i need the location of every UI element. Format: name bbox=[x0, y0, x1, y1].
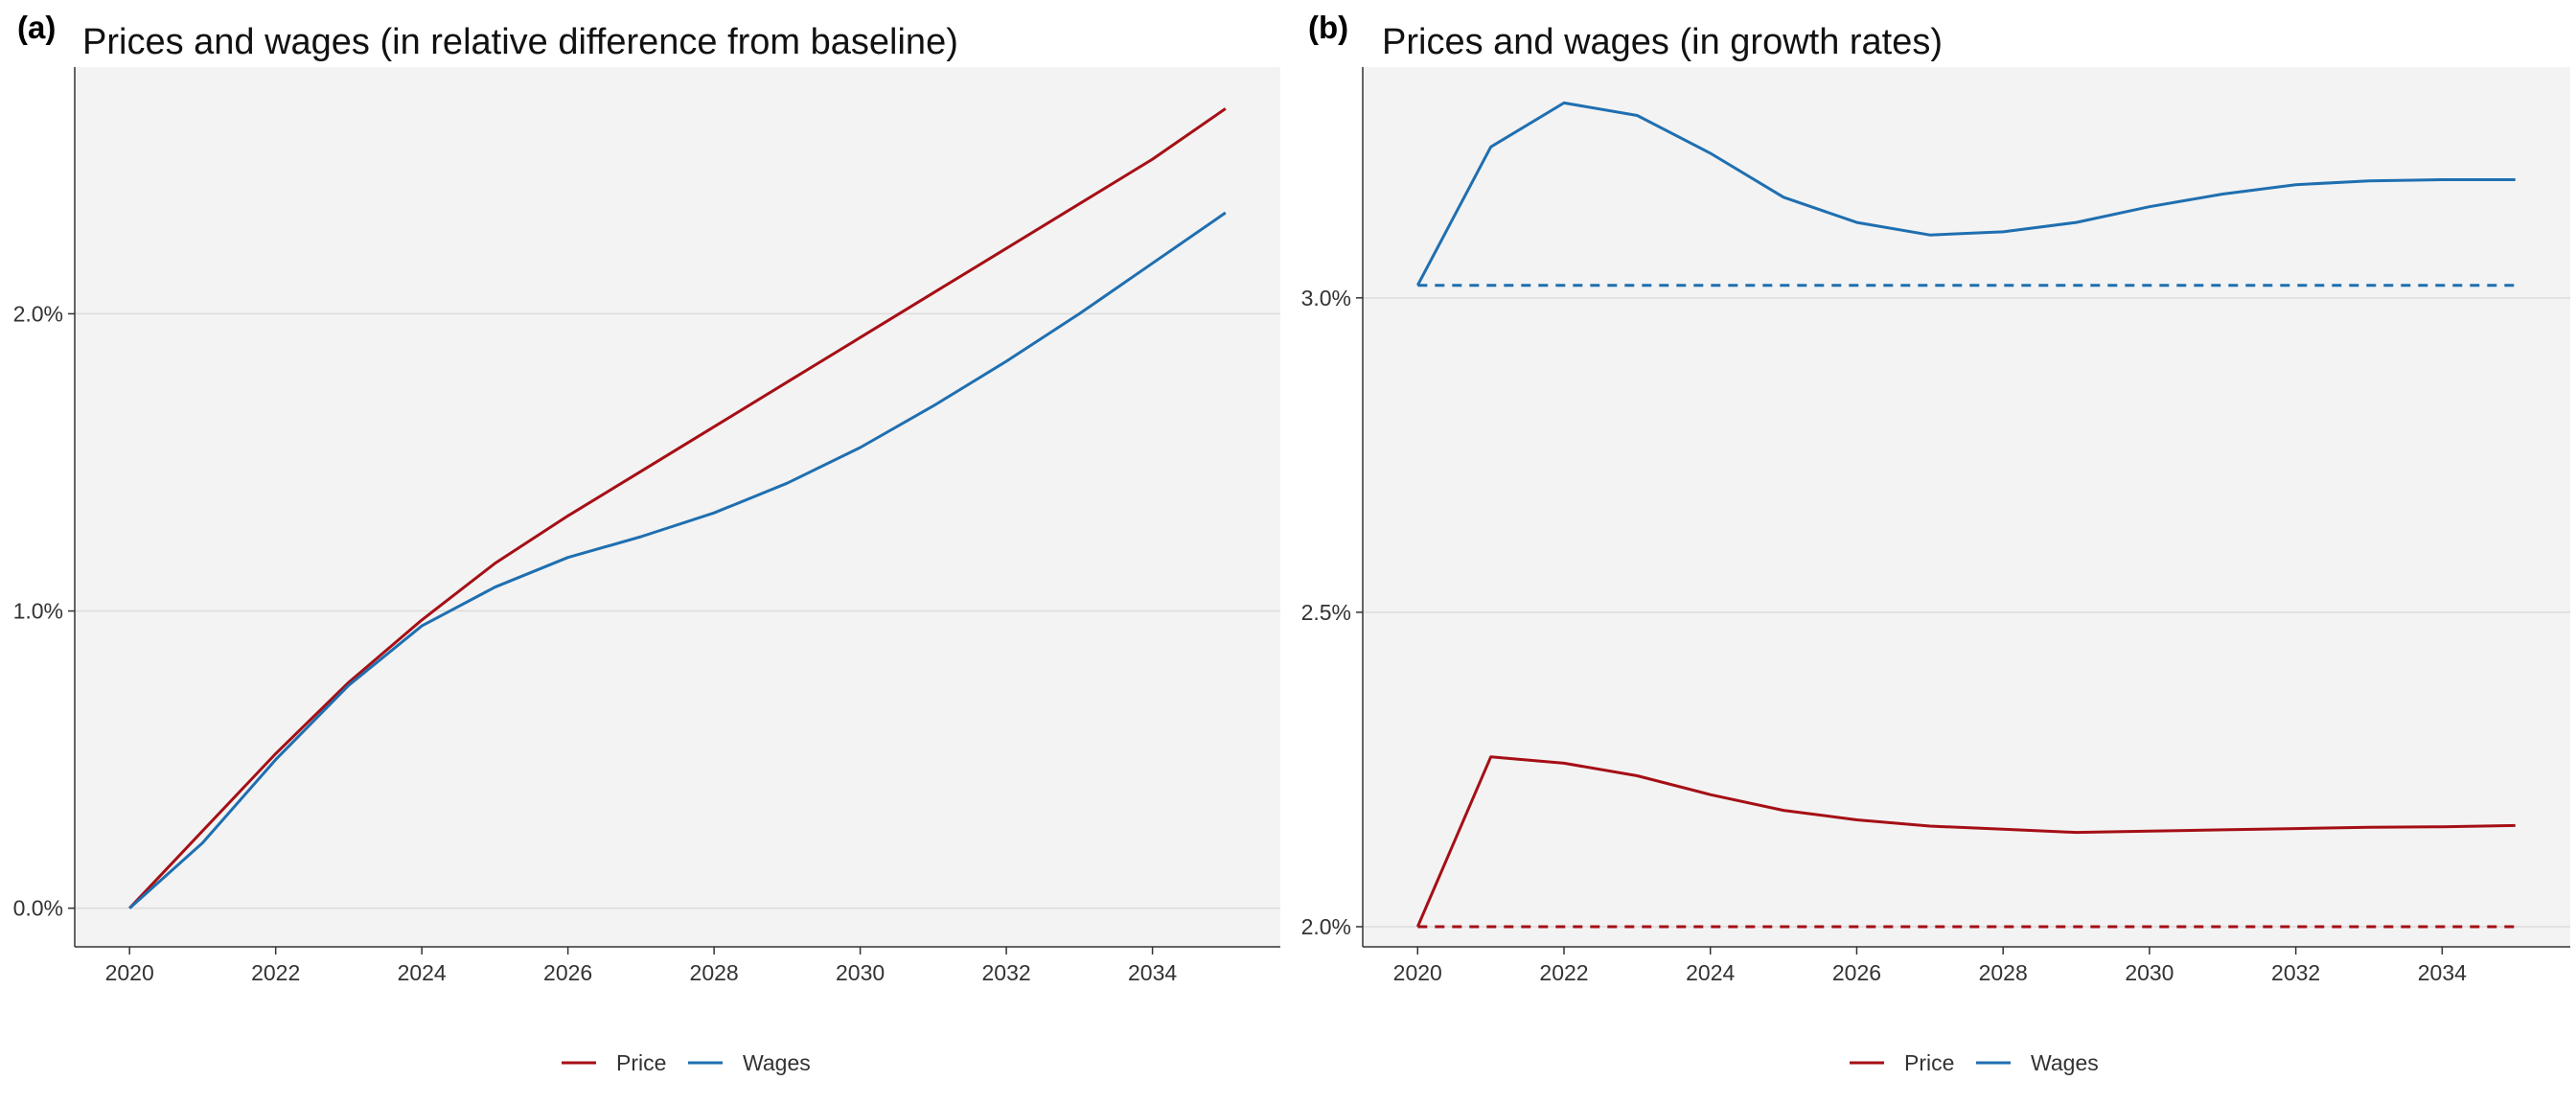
panel-b-tag: (b) bbox=[1308, 10, 1348, 45]
x-tick-label: 2034 bbox=[2418, 960, 2467, 985]
price-line bbox=[1415, 755, 2516, 928]
wages-line bbox=[1415, 101, 2516, 287]
panel-b: (b) Prices and wages (in growth rates) 2… bbox=[1301, 10, 2570, 985]
panel-a-axes bbox=[68, 67, 1280, 954]
y-tick-label: 2.5% bbox=[1301, 600, 1351, 625]
legend-b-wages-label: Wages bbox=[2031, 1050, 2099, 1075]
panel-b-axes bbox=[1356, 67, 2570, 954]
legend-a-wages-label: Wages bbox=[743, 1050, 811, 1075]
x-tick-label: 2024 bbox=[1686, 960, 1735, 985]
panel-a-series bbox=[128, 107, 1227, 909]
x-tick-label: 2034 bbox=[1128, 960, 1177, 985]
y-tick-label: 1.0% bbox=[13, 599, 63, 624]
x-tick-label: 2028 bbox=[1979, 960, 2028, 985]
wages-line bbox=[128, 211, 1227, 909]
y-tick-label: 0.0% bbox=[13, 896, 63, 921]
panel-a-tick-labels: 0.0% 1.0% 2.0% 2020 2022 2024 2026 2028 2030 2032… bbox=[13, 301, 1178, 985]
x-tick-label: 2028 bbox=[690, 960, 739, 985]
y-tick-label: 2.0% bbox=[1301, 914, 1351, 939]
y-tick-label: 2.0% bbox=[13, 301, 63, 326]
panel-b-legend: Price Wages bbox=[1850, 1050, 2099, 1075]
legend-b-price-label: Price bbox=[1904, 1050, 1954, 1075]
x-tick-label: 2022 bbox=[1539, 960, 1588, 985]
x-tick-label: 2032 bbox=[2271, 960, 2320, 985]
panel-a-legend: Price Wages bbox=[562, 1050, 811, 1075]
panel-a-tag: (a) bbox=[17, 10, 56, 45]
legend-a-price-label: Price bbox=[616, 1050, 666, 1075]
panel-a-title: Prices and wages (in relative difference… bbox=[82, 22, 958, 62]
x-tick-label: 2020 bbox=[105, 960, 154, 985]
panel-b-title: Prices and wages (in growth rates) bbox=[1382, 22, 1943, 62]
panel-a: (a) Prices and wages (in relative differ… bbox=[13, 10, 1280, 985]
panel-b-series bbox=[1415, 101, 2516, 929]
panel-a-plot-area bbox=[75, 67, 1280, 947]
panel-b-tick-labels: 2.0% 2.5% 3.0% 2020 2022 2024 2026 2028 2030 2032… bbox=[1301, 286, 2468, 985]
x-tick-label: 2032 bbox=[982, 960, 1031, 985]
x-tick-label: 2026 bbox=[1832, 960, 1881, 985]
x-tick-label: 2030 bbox=[836, 960, 885, 985]
y-tick-label: 3.0% bbox=[1301, 286, 1351, 310]
panel-b-plot-area bbox=[1363, 67, 2570, 947]
price-line bbox=[128, 107, 1227, 909]
x-tick-label: 2030 bbox=[2125, 960, 2174, 985]
x-tick-label: 2026 bbox=[543, 960, 592, 985]
x-tick-label: 2024 bbox=[398, 960, 447, 985]
x-tick-label: 2022 bbox=[251, 960, 300, 985]
x-tick-label: 2020 bbox=[1393, 960, 1442, 985]
